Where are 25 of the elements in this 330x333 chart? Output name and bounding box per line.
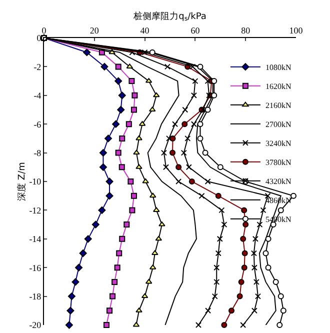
y-tick-label: -4 (34, 90, 42, 101)
y-tick-label: -20 (29, 320, 42, 330)
y-tick-label: 0 (36, 33, 42, 44)
y-tick-label: -14 (29, 234, 42, 244)
legend-label: 1080kN (265, 62, 292, 72)
y-tick-label: -16 (29, 262, 42, 273)
x-tick-label: 20 (90, 25, 100, 36)
legend-label: 3240kN (265, 138, 292, 148)
y-tick-label: -8 (34, 148, 42, 158)
x-tick-label: 80 (241, 25, 251, 36)
y-tick-label: -2 (34, 62, 42, 72)
x-tick-label: 100 (289, 25, 304, 36)
y-tick-label: -10 (29, 176, 42, 187)
legend-label: 1620kN (265, 82, 292, 91)
y-tick-label: -18 (29, 291, 42, 302)
y-tick-label: -12 (29, 205, 42, 216)
x-tick-label: 60 (190, 25, 200, 36)
x-tick-label: 40 (140, 25, 150, 36)
x-axis-title: 桩侧摩阻力q$_{s}$/kPa (132, 10, 206, 23)
legend-label: 2160kN (265, 100, 292, 110)
legend-label: 3780kN (265, 158, 292, 167)
legend-label: 2700kN (265, 120, 292, 129)
y-tick-label: -6 (34, 119, 42, 130)
legend-label: 4320kN (265, 176, 292, 186)
y-axis-title: 深度 Z/m (16, 162, 28, 201)
